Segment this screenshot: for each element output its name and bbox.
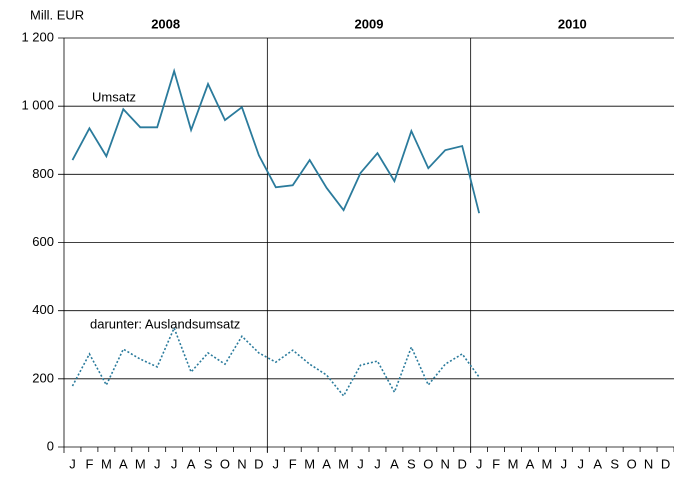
year-label: 2008: [151, 16, 180, 31]
x-tick-label: A: [526, 456, 535, 471]
y-tick-label: 400: [32, 302, 54, 317]
x-tick-label: J: [357, 456, 364, 471]
x-tick-label: A: [187, 456, 196, 471]
x-tick-label: A: [119, 456, 128, 471]
y-tick-label: 600: [32, 234, 54, 249]
x-tick-label: M: [541, 456, 552, 471]
x-tick-label: O: [220, 456, 230, 471]
series-label: Umsatz: [92, 89, 136, 104]
x-tick-label: M: [304, 456, 315, 471]
x-tick-label: D: [661, 456, 670, 471]
x-tick-label: N: [441, 456, 450, 471]
series-label: darunter: Auslandsumsatz: [90, 316, 240, 331]
x-tick-label: M: [338, 456, 349, 471]
x-tick-label: J: [578, 456, 585, 471]
x-tick-label: J: [154, 456, 161, 471]
y-tick-label: 200: [32, 370, 54, 385]
x-tick-label: O: [423, 456, 433, 471]
x-tick-label: J: [273, 456, 280, 471]
x-tick-label: A: [390, 456, 399, 471]
x-tick-label: A: [322, 456, 331, 471]
y-tick-label: 1 200: [21, 29, 54, 44]
x-tick-label: N: [644, 456, 653, 471]
x-tick-label: F: [492, 456, 500, 471]
x-tick-label: S: [610, 456, 619, 471]
x-tick-label: J: [69, 456, 76, 471]
x-tick-label: M: [135, 456, 146, 471]
year-label: 2009: [355, 16, 384, 31]
y-unit: Mill. EUR: [30, 7, 84, 22]
series-line: [71, 67, 481, 214]
x-tick-label: N: [237, 456, 246, 471]
x-tick-label: F: [289, 456, 297, 471]
year-label: 2010: [558, 16, 587, 31]
x-tick-label: A: [593, 456, 602, 471]
x-tick-label: D: [457, 456, 466, 471]
y-tick-label: 800: [32, 166, 54, 181]
x-tick-label: J: [476, 456, 483, 471]
x-tick-label: O: [627, 456, 637, 471]
series-line: [71, 325, 480, 398]
x-tick-label: S: [407, 456, 416, 471]
x-tick-label: D: [254, 456, 263, 471]
x-tick-label: J: [171, 456, 178, 471]
x-tick-label: J: [374, 456, 381, 471]
x-tick-label: J: [561, 456, 568, 471]
y-tick-label: 0: [47, 438, 54, 453]
x-tick-label: S: [204, 456, 213, 471]
x-tick-label: M: [508, 456, 519, 471]
x-tick-label: M: [101, 456, 112, 471]
x-tick-label: F: [85, 456, 93, 471]
y-tick-label: 1 000: [21, 98, 54, 113]
